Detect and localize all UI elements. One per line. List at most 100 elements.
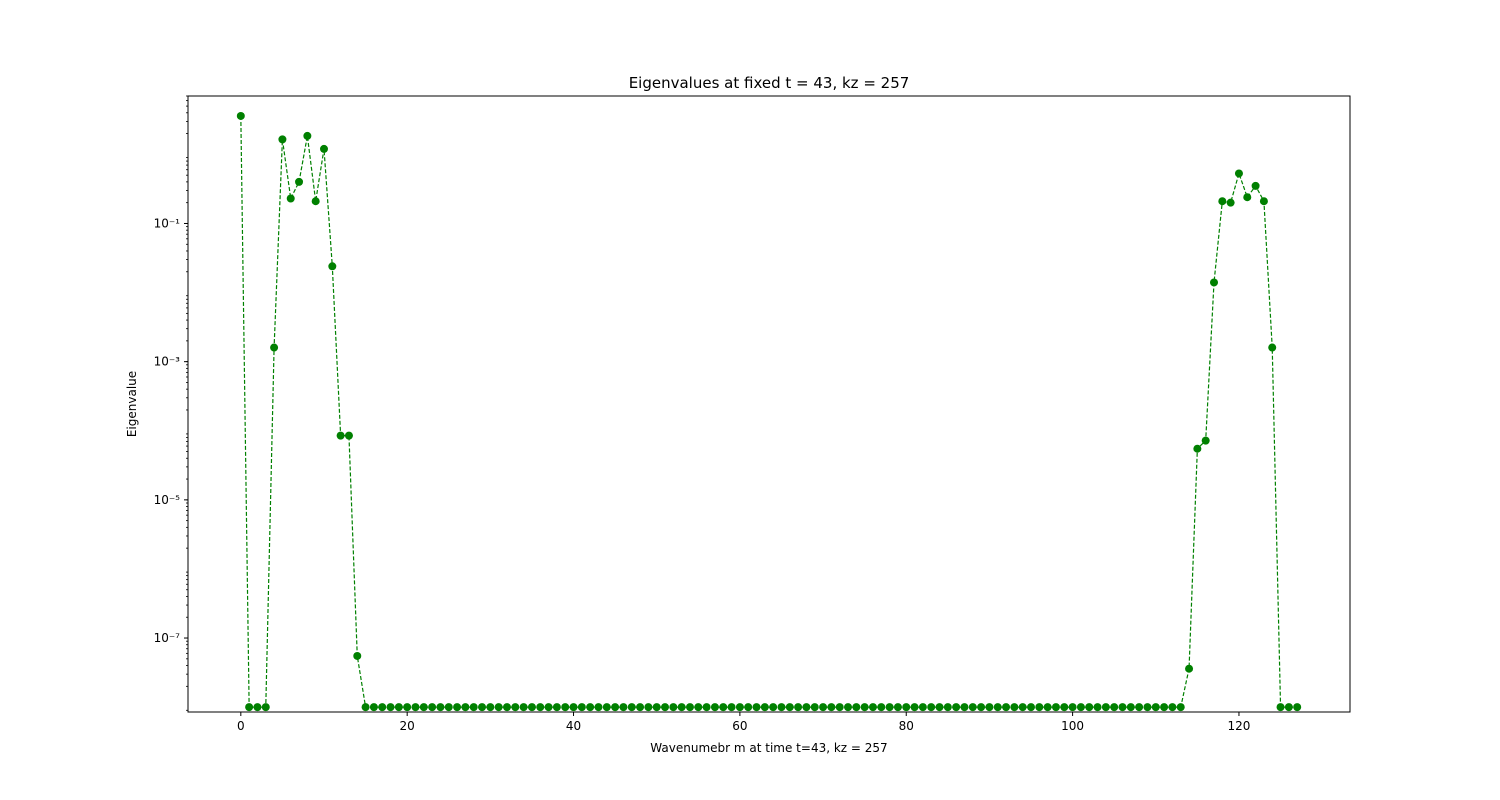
data-point <box>627 703 636 712</box>
data-point <box>1135 703 1144 712</box>
data-point <box>552 703 561 712</box>
x-tick-label: 80 <box>899 719 914 733</box>
data-point <box>328 262 337 271</box>
x-axis: 0 20 40 60 80 100 120 <box>237 712 1250 733</box>
data-point <box>394 703 403 712</box>
data-point <box>785 703 794 712</box>
data-point <box>802 703 811 712</box>
data-point <box>336 431 345 440</box>
data-point <box>419 703 428 712</box>
data-point <box>860 703 869 712</box>
data-point <box>403 703 412 712</box>
data-point <box>835 703 844 712</box>
data-point <box>827 703 836 712</box>
data-point <box>1068 703 1077 712</box>
data-point <box>1176 703 1185 712</box>
data-point <box>1043 703 1052 712</box>
data-point <box>428 703 437 712</box>
data-point <box>702 703 711 712</box>
data-point <box>1035 703 1044 712</box>
data-point <box>1218 197 1227 206</box>
data-point <box>935 703 944 712</box>
data-point <box>744 703 753 712</box>
data-point <box>727 703 736 712</box>
data-point <box>511 703 520 712</box>
data-point <box>1010 703 1019 712</box>
data-point <box>777 703 786 712</box>
data-point <box>819 703 828 712</box>
data-point <box>1018 703 1027 712</box>
plot-background <box>188 96 1350 712</box>
data-point <box>1193 444 1202 453</box>
data-point <box>719 703 728 712</box>
data-point <box>852 703 861 712</box>
data-point <box>885 703 894 712</box>
data-point <box>985 703 994 712</box>
data-point <box>411 703 420 712</box>
data-point <box>361 703 370 712</box>
data-point <box>652 703 661 712</box>
data-point <box>1168 703 1177 712</box>
data-point <box>270 343 279 352</box>
data-point <box>602 703 611 712</box>
data-point <box>494 703 503 712</box>
data-point <box>735 703 744 712</box>
data-point <box>1210 278 1219 287</box>
data-point <box>344 431 353 440</box>
data-point <box>952 703 961 712</box>
data-point <box>577 703 586 712</box>
x-tick-label: 120 <box>1228 719 1251 733</box>
data-point <box>1293 703 1302 712</box>
data-point <box>1259 197 1268 206</box>
data-point <box>236 111 245 120</box>
y-tick-label: 10⁻³ <box>154 355 181 369</box>
plot-frame <box>187 95 1351 713</box>
data-point <box>1051 703 1060 712</box>
data-point <box>486 703 495 712</box>
data-point <box>893 703 902 712</box>
data-point <box>760 703 769 712</box>
data-point <box>569 703 578 712</box>
data-point <box>1002 703 1011 712</box>
data-point <box>661 703 670 712</box>
data-point <box>378 703 387 712</box>
data-point <box>710 703 719 712</box>
data-point <box>1085 703 1094 712</box>
data-point <box>311 197 320 206</box>
data-point <box>1110 703 1119 712</box>
data-point <box>1027 703 1036 712</box>
data-point <box>910 703 919 712</box>
data-point <box>1118 703 1127 712</box>
data-point <box>1093 703 1102 712</box>
data-point <box>286 194 295 203</box>
data-point <box>927 703 936 712</box>
data-point <box>303 131 312 140</box>
data-point <box>636 703 645 712</box>
data-point <box>436 703 445 712</box>
data-point <box>669 703 678 712</box>
data-point <box>902 703 911 712</box>
y-tick-label: 10⁻⁵ <box>154 493 181 507</box>
x-tick-label: 60 <box>732 719 747 733</box>
data-point <box>478 703 487 712</box>
data-point <box>685 703 694 712</box>
chart-title: Eigenvalues at fixed t = 43, kz = 257 <box>629 74 910 92</box>
y-tick-label: 10⁻¹ <box>154 216 181 230</box>
data-point <box>586 703 595 712</box>
data-point <box>1151 703 1160 712</box>
data-point <box>278 135 287 144</box>
data-point <box>469 703 478 712</box>
data-point <box>1251 181 1260 190</box>
data-point <box>918 703 927 712</box>
data-point <box>1243 193 1252 202</box>
data-point <box>1226 198 1235 207</box>
data-point <box>1160 703 1169 712</box>
data-point <box>1076 703 1085 712</box>
data-point <box>960 703 969 712</box>
data-point <box>353 651 362 660</box>
data-point <box>444 703 453 712</box>
data-point <box>536 703 545 712</box>
data-point <box>261 703 270 712</box>
data-point <box>386 703 395 712</box>
